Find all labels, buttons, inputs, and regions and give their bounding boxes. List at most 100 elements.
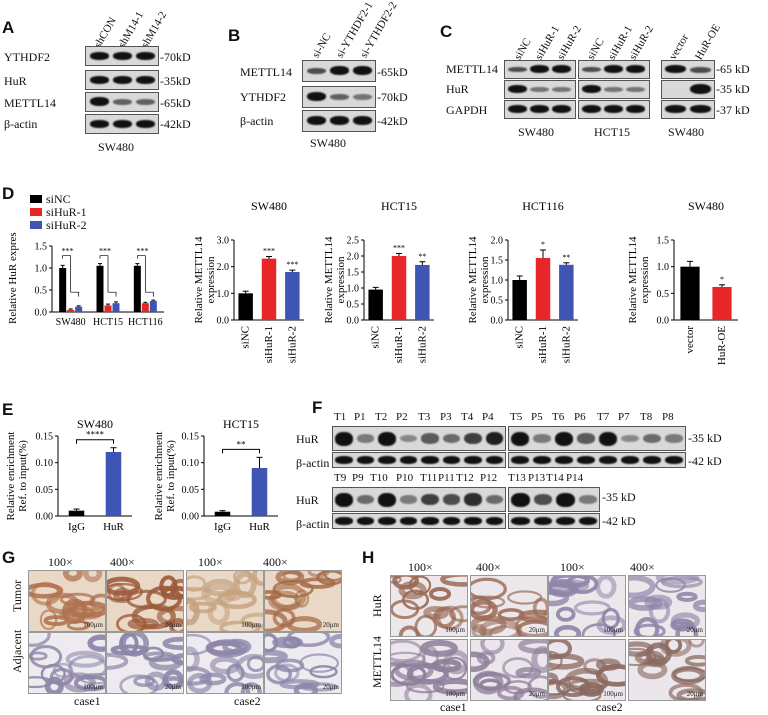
y-tick-label: 0.0: [657, 316, 670, 327]
tissue-structure: [222, 638, 252, 655]
blot-strip: [85, 114, 159, 134]
significance-bracket: [70, 291, 80, 297]
tissue-structure: [299, 653, 340, 673]
y-tick-label: 0.05: [36, 485, 54, 496]
y-tick-label: 0.0: [35, 308, 48, 319]
tissue-structure: [293, 682, 319, 693]
lane-label: si-NC: [310, 31, 334, 60]
panel-g-letter: G: [2, 548, 16, 567]
blot-strip: [661, 80, 715, 99]
chart-mettl14-hct116: HCT116 0.0 0.5 1.0 1.5 2.0 siNC * siHuR-1 ** siHuR…: [467, 199, 578, 363]
tissue-structure: [688, 640, 705, 648]
tissue-structure: [272, 608, 296, 628]
significance-bracket: [136, 255, 146, 293]
row-label: HuR: [296, 432, 319, 446]
x-tick-label: HuR: [249, 521, 270, 533]
y-axis-label: Relative enrichment: [5, 432, 17, 521]
blot-strip: [661, 100, 715, 119]
tissue-structure: [156, 605, 183, 627]
tissue-structure: [432, 678, 467, 695]
cell-line-label: SW480: [518, 125, 554, 139]
tissue-structure: [275, 571, 305, 586]
bar: [141, 303, 149, 312]
tissue-structure: [43, 615, 69, 627]
lane-label: P8: [662, 411, 674, 423]
panel-e-letter: E: [2, 400, 14, 419]
x-tick-label: siHuR-1: [537, 326, 549, 363]
lane-label: P10: [396, 472, 414, 484]
blot-strip: [302, 86, 376, 108]
y-axis-label: Relative enrichment: [153, 432, 165, 521]
tissue-structure: [30, 581, 61, 606]
tissue-structure: [162, 676, 183, 690]
x-tick-label: IgG: [214, 521, 231, 533]
chart-title: HCT15: [223, 417, 259, 431]
tissue-structure: [431, 658, 462, 673]
tissue-structure: [159, 575, 178, 598]
scale-bar-label: 20μm: [164, 683, 181, 691]
lane-label: P14: [566, 472, 584, 484]
legend-entry: siHuR-2: [46, 218, 87, 232]
bar: [285, 272, 300, 320]
x-tick-label: HuR: [103, 521, 124, 533]
x-tick-label: siHuR-1: [263, 326, 275, 363]
tissue-structure: [232, 571, 252, 585]
ihc-image: 20μm: [470, 639, 548, 701]
tissue-structure: [309, 665, 338, 679]
magnification-label: 400×: [476, 560, 501, 574]
tissue-structure: [472, 672, 512, 690]
chart-title: HCT116: [522, 199, 564, 213]
bar: [112, 303, 120, 312]
lane-labels-row1: T1 P1 T2 P2 T3 P3 T4 P4 T5 P5 T6 P6 T7 P7 T8 P8: [334, 411, 724, 425]
x-tick-label: IgG: [68, 521, 85, 533]
ihc-image: 100μm: [548, 575, 626, 637]
cell-line-label: HCT15: [594, 125, 630, 139]
significance-label: *: [720, 275, 724, 284]
tissue-structure: [581, 623, 616, 636]
x-tick-label: siHuR-2: [416, 326, 428, 363]
chart-relative-hur: 0.0 0.5 1.0 1.5 *** SW480 *** HCT15 *** HCT116 Rel…: [7, 232, 164, 328]
lane-label: siNC: [585, 36, 607, 62]
tissue-structure: [73, 674, 105, 692]
tissue-structure: [629, 596, 663, 611]
ihc-grid-h: 100μm 100μm 20μm 20μm 100μm 100μm 20μm 20μm: [390, 575, 706, 701]
tissue-structure: [471, 577, 507, 601]
magnification-label: 100×: [560, 560, 585, 574]
chart-rip-hct15: HCT15 0.00 0.05 0.10 0.15 IgG HuR ** Relative en…: [153, 417, 278, 533]
y-tick-label: 1.5: [657, 236, 670, 247]
tissue-structure: [527, 675, 547, 699]
scale-bar-label: 20μm: [528, 690, 545, 698]
tissue-structure: [83, 571, 103, 583]
lane-label: T4: [461, 411, 474, 423]
tissue-structure: [502, 657, 534, 679]
y-axis-label: expression: [335, 256, 347, 304]
row-label: YTHDF2: [240, 90, 287, 104]
ihc-image: 20μm: [264, 570, 342, 632]
y-tick-label: 0.5: [35, 286, 48, 297]
tissue-structure: [398, 625, 420, 636]
cell-line-label: SW480: [310, 136, 346, 150]
legend: siNC siHuR-1 siHuR-2: [30, 192, 87, 232]
legend-entry: siHuR-1: [46, 205, 87, 219]
bar: [214, 511, 231, 516]
tissue-structure: [553, 624, 582, 636]
blot-strip: [85, 70, 159, 90]
bar: [149, 301, 157, 312]
row-label: β-actin: [4, 117, 38, 131]
y-tick-label: 0.5: [491, 296, 504, 307]
scale-bar-label: 100μm: [241, 683, 261, 691]
lane-label: P13: [528, 472, 546, 484]
bar: [67, 309, 75, 312]
chart-title: SW480: [77, 417, 113, 431]
y-axis-label: Ref. to input(%): [165, 440, 177, 512]
y-axis-label: expression: [639, 256, 651, 304]
magnification-label: 400×: [110, 555, 135, 569]
scale-bar-label: 20μm: [322, 621, 339, 629]
scale-bar-label: 100μm: [445, 626, 465, 634]
tissue-structure: [265, 649, 288, 664]
tissue-structure: [637, 660, 668, 680]
lane-label: T13: [508, 472, 526, 484]
tissue-structure: [555, 606, 576, 622]
bar: [68, 510, 85, 516]
tissue-structure: [107, 576, 141, 596]
